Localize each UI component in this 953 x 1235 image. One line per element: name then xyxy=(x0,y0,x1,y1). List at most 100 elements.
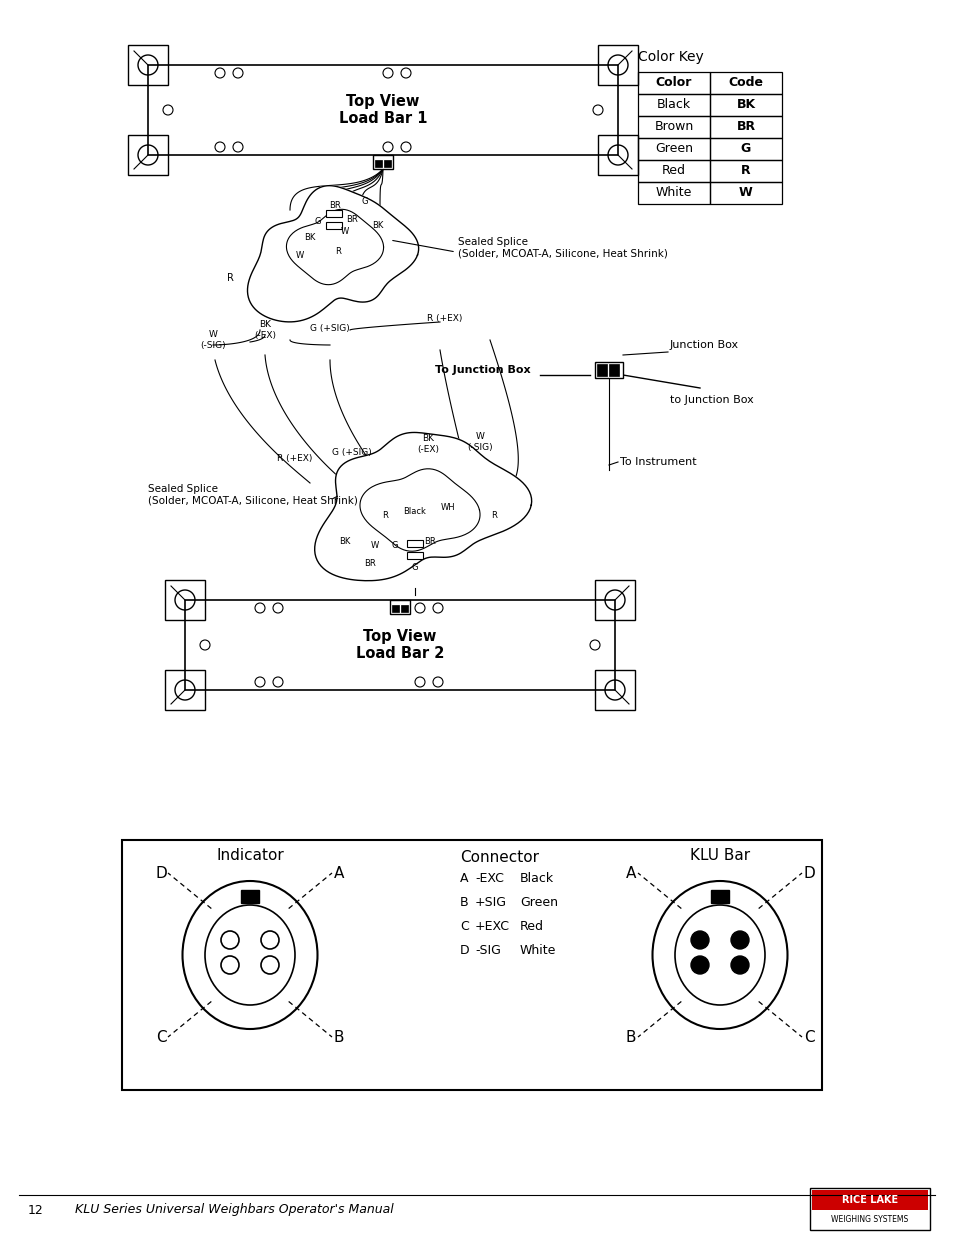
Text: G: G xyxy=(740,142,750,156)
Bar xyxy=(595,671,635,710)
Text: BK: BK xyxy=(372,221,383,230)
Text: Black: Black xyxy=(403,508,426,516)
Text: Color: Color xyxy=(655,77,692,89)
Text: G: G xyxy=(412,562,417,572)
Bar xyxy=(809,1188,929,1230)
Bar xyxy=(392,605,398,613)
Bar xyxy=(390,600,410,614)
Bar xyxy=(709,72,781,94)
Circle shape xyxy=(730,956,748,974)
Text: G (+SIG): G (+SIG) xyxy=(310,324,350,332)
Text: To Junction Box: To Junction Box xyxy=(435,366,530,375)
Text: W: W xyxy=(340,227,349,236)
Circle shape xyxy=(690,956,708,974)
Bar xyxy=(638,116,709,138)
Text: BK: BK xyxy=(304,233,315,242)
Text: Junction Box: Junction Box xyxy=(669,340,739,350)
Text: White: White xyxy=(655,186,692,200)
Text: WH: WH xyxy=(440,504,455,513)
Bar xyxy=(811,1191,927,1210)
Bar xyxy=(638,94,709,116)
Text: Top View
Load Bar 1: Top View Load Bar 1 xyxy=(338,94,427,126)
Text: W
(-SIG): W (-SIG) xyxy=(467,432,493,452)
Bar xyxy=(595,362,622,378)
Bar xyxy=(384,161,391,167)
Text: BK
(-EX): BK (-EX) xyxy=(416,435,438,453)
Bar xyxy=(128,44,168,85)
Bar xyxy=(598,135,638,175)
Bar xyxy=(638,161,709,182)
Text: W: W xyxy=(739,186,752,200)
Text: G (+SIG): G (+SIG) xyxy=(332,447,372,457)
Text: R: R xyxy=(335,247,340,257)
Text: -EXC: -EXC xyxy=(475,872,503,884)
Text: G: G xyxy=(314,217,321,226)
Text: A: A xyxy=(459,872,468,884)
Text: Black: Black xyxy=(657,99,690,111)
Bar xyxy=(709,161,781,182)
Polygon shape xyxy=(314,432,531,580)
Text: WEIGHING SYSTEMS: WEIGHING SYSTEMS xyxy=(830,1215,907,1224)
Text: A: A xyxy=(625,866,636,881)
Text: R (+EX): R (+EX) xyxy=(427,314,462,322)
Text: KLU Bar: KLU Bar xyxy=(689,848,749,863)
Text: BR: BR xyxy=(736,121,755,133)
Text: R: R xyxy=(491,510,497,520)
Text: G: G xyxy=(392,541,397,550)
Text: R (+EX): R (+EX) xyxy=(277,453,313,462)
Bar xyxy=(598,44,638,85)
Bar xyxy=(400,605,408,613)
Bar xyxy=(185,600,615,690)
Text: C: C xyxy=(802,1030,814,1045)
Text: Black: Black xyxy=(519,872,554,884)
Text: Color Key: Color Key xyxy=(638,49,703,64)
Text: R: R xyxy=(381,510,388,520)
Text: Code: Code xyxy=(728,77,762,89)
Text: C: C xyxy=(155,1030,166,1045)
Text: +EXC: +EXC xyxy=(475,920,510,932)
Text: R: R xyxy=(740,164,750,178)
Text: BK: BK xyxy=(736,99,755,111)
Bar xyxy=(407,540,422,547)
Text: Red: Red xyxy=(519,920,543,932)
Text: W: W xyxy=(371,541,378,550)
Bar xyxy=(709,138,781,161)
Text: W
(-SIG): W (-SIG) xyxy=(200,330,226,350)
Text: B: B xyxy=(625,1030,636,1045)
Bar xyxy=(148,65,618,156)
Text: D: D xyxy=(802,866,814,881)
Text: BK
(-EX): BK (-EX) xyxy=(253,320,275,340)
Bar xyxy=(326,210,341,216)
Text: to Junction Box: to Junction Box xyxy=(669,395,753,405)
Bar xyxy=(128,135,168,175)
Bar xyxy=(709,182,781,204)
Bar xyxy=(597,364,606,375)
Bar xyxy=(326,221,341,228)
Text: KLU Series Universal Weighbars Operator's Manual: KLU Series Universal Weighbars Operator'… xyxy=(75,1203,394,1216)
Bar xyxy=(638,182,709,204)
Text: To Instrument: To Instrument xyxy=(619,457,696,467)
Text: Green: Green xyxy=(655,142,692,156)
Bar xyxy=(241,890,258,903)
Text: 12: 12 xyxy=(28,1203,44,1216)
Text: Top View
Load Bar 2: Top View Load Bar 2 xyxy=(355,629,444,661)
Text: Indicator: Indicator xyxy=(216,848,284,863)
Text: BR: BR xyxy=(364,559,375,568)
Polygon shape xyxy=(359,469,479,551)
Bar xyxy=(375,161,381,167)
Bar xyxy=(165,671,205,710)
Text: G: G xyxy=(361,198,368,206)
Text: Sealed Splice
(Solder, MCOAT-A, Silicone, Heat Shrink): Sealed Splice (Solder, MCOAT-A, Silicone… xyxy=(457,237,667,259)
Bar xyxy=(709,94,781,116)
Text: Sealed Splice
(Solder, MCOAT-A, Silicone, Heat Shrink): Sealed Splice (Solder, MCOAT-A, Silicone… xyxy=(148,484,357,506)
Bar xyxy=(638,138,709,161)
Bar xyxy=(710,890,728,903)
Text: R: R xyxy=(226,273,233,283)
Bar xyxy=(122,840,821,1091)
Text: D: D xyxy=(459,944,469,956)
Text: BR: BR xyxy=(346,215,357,225)
Text: BR: BR xyxy=(424,537,436,547)
Text: A: A xyxy=(334,866,344,881)
Bar xyxy=(709,116,781,138)
Circle shape xyxy=(690,931,708,948)
